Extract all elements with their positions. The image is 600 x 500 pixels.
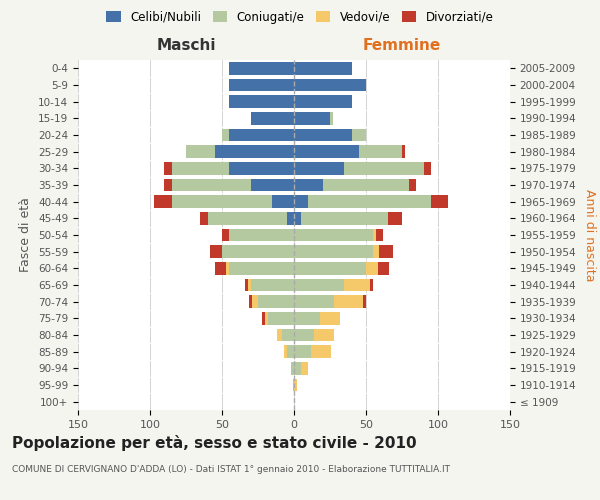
Bar — [251, 179, 294, 192]
Bar — [164, 179, 172, 192]
Bar — [272, 196, 294, 208]
Bar — [294, 362, 301, 374]
Bar — [248, 279, 251, 291]
Bar — [229, 96, 294, 108]
Bar — [251, 112, 294, 124]
Y-axis label: Anni di nascita: Anni di nascita — [583, 188, 596, 281]
Bar — [186, 146, 215, 158]
Bar — [330, 112, 333, 124]
Bar — [359, 146, 402, 158]
Bar — [431, 196, 448, 208]
Bar — [314, 329, 334, 341]
Bar — [258, 296, 294, 308]
Bar — [226, 262, 229, 274]
Bar — [379, 246, 394, 258]
Text: Maschi: Maschi — [156, 38, 216, 52]
Bar — [222, 129, 229, 141]
Bar — [344, 279, 370, 291]
Bar — [294, 296, 334, 308]
Bar — [424, 162, 431, 174]
Bar — [294, 279, 344, 291]
Bar — [370, 279, 373, 291]
Bar — [229, 62, 294, 74]
Bar — [252, 296, 258, 308]
Bar — [229, 262, 294, 274]
Bar — [388, 212, 402, 224]
Bar — [222, 246, 294, 258]
Bar — [294, 379, 297, 391]
Bar — [301, 362, 308, 374]
Bar — [294, 112, 330, 124]
Text: Popolazione per età, sesso e stato civile - 2010: Popolazione per età, sesso e stato civil… — [12, 435, 416, 451]
Bar — [229, 229, 294, 241]
Bar — [215, 146, 294, 158]
Bar — [294, 179, 323, 192]
Bar — [287, 346, 294, 358]
Bar — [294, 212, 301, 224]
Bar — [352, 129, 366, 141]
Bar — [211, 246, 222, 258]
Bar — [245, 279, 248, 291]
Bar — [164, 162, 172, 174]
Bar — [172, 196, 272, 208]
Bar — [265, 312, 268, 324]
Bar — [311, 346, 331, 358]
Bar — [294, 162, 344, 174]
Bar — [376, 229, 383, 241]
Bar — [200, 212, 208, 224]
Bar — [287, 212, 294, 224]
Bar — [294, 229, 373, 241]
Bar — [229, 79, 294, 92]
Bar — [172, 179, 251, 192]
Bar — [291, 362, 294, 374]
Bar — [250, 296, 252, 308]
Bar — [377, 262, 389, 274]
Bar — [294, 196, 308, 208]
Bar — [277, 329, 283, 341]
Text: COMUNE DI CERVIGNANO D'ADDA (LO) - Dati ISTAT 1° gennaio 2010 - Elaborazione TUT: COMUNE DI CERVIGNANO D'ADDA (LO) - Dati … — [12, 465, 450, 474]
Bar — [294, 262, 366, 274]
Bar — [308, 196, 431, 208]
Bar — [294, 146, 359, 158]
Bar — [215, 262, 226, 274]
Bar — [366, 262, 377, 274]
Bar — [294, 96, 352, 108]
Legend: Celibi/Nubili, Coniugati/e, Vedovi/e, Divorziati/e: Celibi/Nubili, Coniugati/e, Vedovi/e, Di… — [101, 6, 499, 28]
Bar — [154, 196, 172, 208]
Bar — [294, 329, 314, 341]
Bar — [172, 162, 229, 174]
Bar — [344, 162, 424, 174]
Bar — [229, 162, 294, 174]
Bar — [229, 129, 294, 141]
Bar — [294, 312, 320, 324]
Bar — [262, 312, 265, 324]
Bar — [363, 296, 366, 308]
Bar — [323, 179, 409, 192]
Text: Femmine: Femmine — [363, 38, 441, 52]
Bar — [320, 312, 340, 324]
Bar — [409, 179, 416, 192]
Bar — [301, 212, 388, 224]
Bar — [373, 246, 379, 258]
Bar — [251, 279, 294, 291]
Bar — [283, 329, 294, 341]
Bar — [294, 79, 366, 92]
Bar — [294, 129, 352, 141]
Bar — [268, 312, 294, 324]
Bar — [294, 346, 311, 358]
Bar — [402, 146, 405, 158]
Bar — [294, 62, 352, 74]
Bar — [208, 212, 287, 224]
Bar — [373, 229, 376, 241]
Bar — [293, 379, 294, 391]
Bar — [284, 346, 287, 358]
Bar — [222, 229, 229, 241]
Y-axis label: Fasce di età: Fasce di età — [19, 198, 32, 272]
Bar — [334, 296, 363, 308]
Bar — [294, 246, 373, 258]
